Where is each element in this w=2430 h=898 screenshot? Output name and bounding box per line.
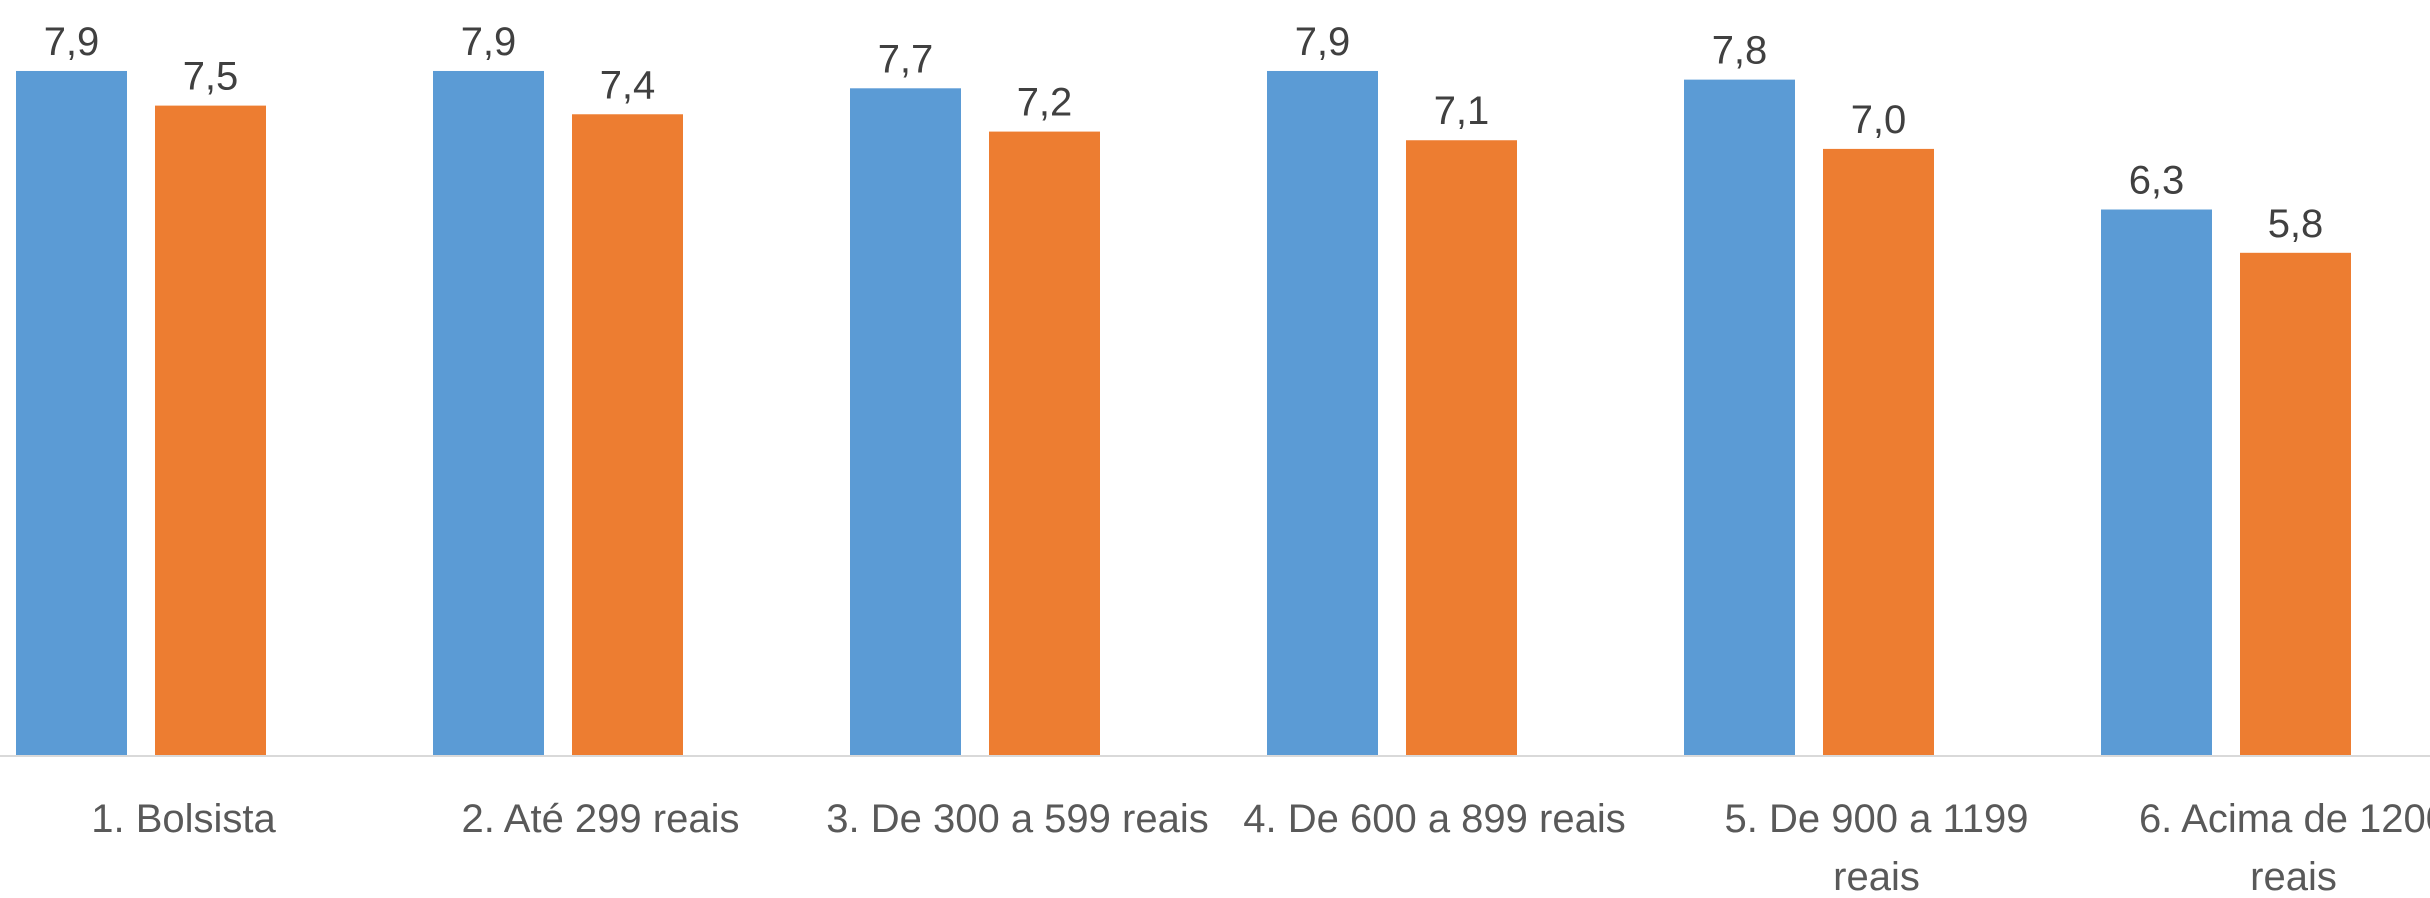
bar-series2-cat3 bbox=[989, 131, 1100, 755]
data-label-series2-cat1: 7,5 bbox=[183, 55, 239, 99]
data-label-series2-cat4: 7,1 bbox=[1434, 89, 1490, 133]
bar-series1-cat4 bbox=[1267, 70, 1378, 756]
category-label-6-line-2: reais bbox=[2250, 855, 2337, 898]
bar-series2-cat1 bbox=[155, 105, 266, 756]
category-label-4-line-1: 4. De 600 a 899 reais bbox=[1243, 797, 1625, 841]
bar-series1-cat6 bbox=[2101, 209, 2212, 755]
category-label-3: 3. De 300 a 599 reais bbox=[826, 797, 1208, 841]
category-label-3-line-1: 3. De 300 a 599 reais bbox=[826, 797, 1208, 841]
category-label-2: 2. Até 299 reais bbox=[462, 797, 740, 841]
data-label-series1-cat1: 7,9 bbox=[44, 20, 100, 64]
data-label-series1-cat4: 7,9 bbox=[1295, 20, 1351, 64]
category-label-2-line-1: 2. Até 299 reais bbox=[462, 797, 740, 841]
category-label-6: 6. Acima de 1200 reais bbox=[2139, 797, 2430, 898]
bars-group bbox=[16, 70, 2351, 756]
data-label-series2-cat3: 7,2 bbox=[1017, 81, 1073, 125]
category-label-1: 1. Bolsista bbox=[91, 797, 276, 841]
bar-series1-cat3 bbox=[850, 88, 961, 756]
bar-series2-cat4 bbox=[1406, 140, 1517, 755]
bar-series1-cat5 bbox=[1684, 79, 1795, 755]
data-label-series1-cat2: 7,9 bbox=[461, 20, 517, 64]
data-label-series2-cat5: 7,0 bbox=[1851, 98, 1907, 142]
bar-series1-cat1 bbox=[16, 70, 127, 756]
category-label-5: 5. De 900 a 1199 reais bbox=[1725, 797, 2029, 898]
category-labels-group: 1. Bolsista 2. Até 299 reais 3. De 300 a 5… bbox=[91, 797, 2430, 898]
bar-series2-cat2 bbox=[572, 114, 683, 755]
category-label-1-line-1: 1. Bolsista bbox=[91, 797, 276, 841]
bar-series1-cat2 bbox=[433, 70, 544, 756]
value-labels-group: 7,9 7,5 7,9 7,4 7,7 7,2 7,9 7,1 7,8 7,0 6,3 5,8 bbox=[44, 20, 2324, 246]
bar-series2-cat5 bbox=[1823, 148, 1934, 755]
data-label-series2-cat6: 5,8 bbox=[2268, 202, 2324, 246]
category-label-5-line-2: reais bbox=[1833, 855, 1920, 898]
data-label-series1-cat5: 7,8 bbox=[1712, 29, 1768, 73]
data-label-series1-cat3: 7,7 bbox=[878, 37, 934, 81]
data-label-series1-cat6: 6,3 bbox=[2129, 159, 2185, 203]
category-label-4: 4. De 600 a 899 reais bbox=[1243, 797, 1625, 841]
category-label-6-line-1: 6. Acima de 1200 bbox=[2139, 797, 2430, 841]
category-label-5-line-1: 5. De 900 a 1199 bbox=[1725, 797, 2029, 841]
bar-series2-cat6 bbox=[2240, 252, 2351, 755]
data-label-series2-cat2: 7,4 bbox=[600, 63, 656, 107]
